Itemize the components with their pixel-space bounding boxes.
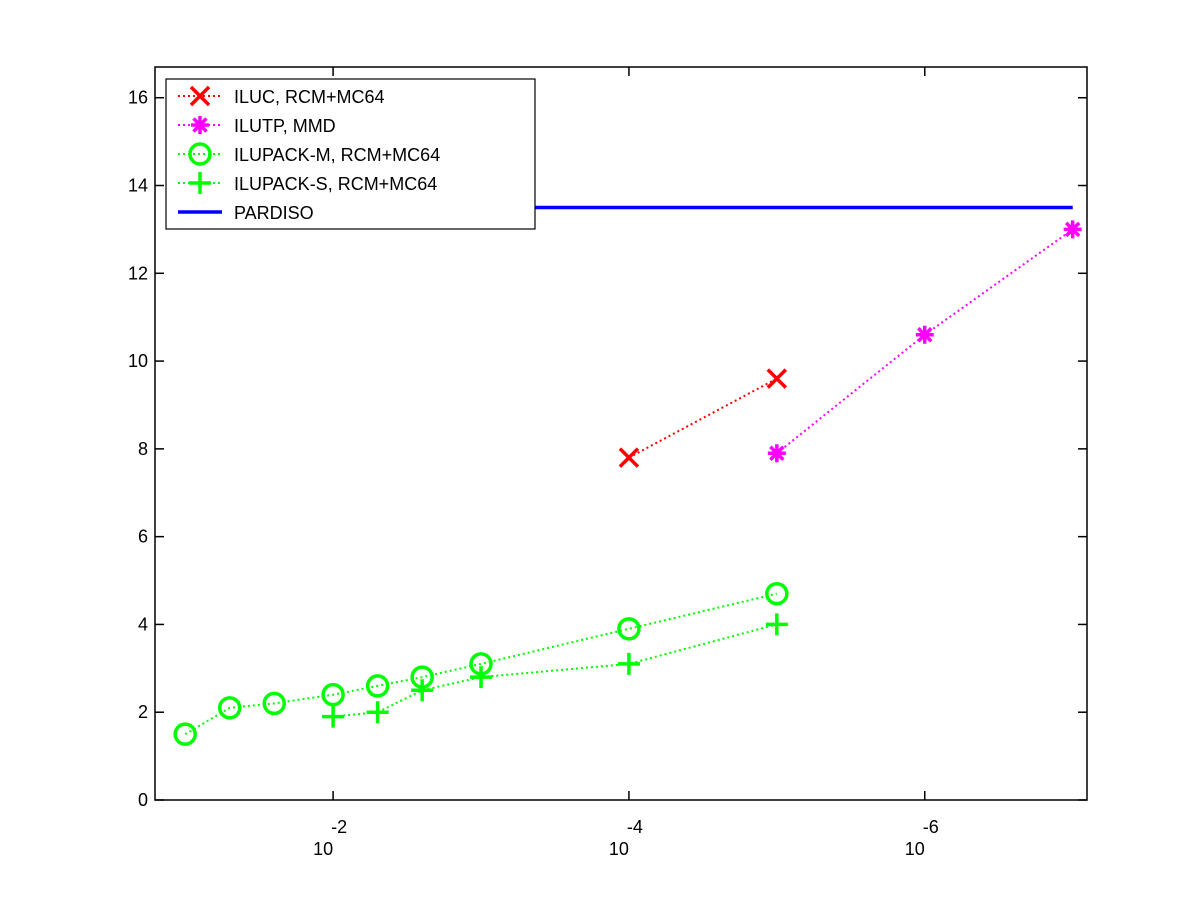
ilupack-s-marker	[322, 705, 345, 728]
legend-marker-ilupack-m	[188, 142, 212, 166]
y-tick-label: 10	[128, 351, 148, 371]
ilupack-s-series	[322, 613, 788, 728]
ilutp-series	[767, 220, 1082, 463]
legend-label-ilupack-s: ILUPACK-S, RCM+MC64	[234, 174, 437, 194]
y-tick-label: 4	[138, 614, 148, 634]
y-tick-label: 2	[138, 702, 148, 722]
y-tick-label: 12	[128, 263, 148, 283]
ilupack-m-marker	[321, 682, 345, 707]
x-tick-label-base: 10	[313, 839, 333, 859]
ilupack-m-line	[184, 592, 778, 736]
ilutp-marker	[767, 444, 786, 463]
y-tick-label: 8	[138, 439, 148, 459]
x-tick-label-base: 10	[905, 839, 925, 859]
ilupack-m-marker	[173, 722, 197, 746]
iluc-marker	[618, 447, 640, 468]
x-tick-label-exponent: -6	[923, 817, 939, 837]
y-tick-label: 14	[128, 176, 148, 196]
legend-marker-ilupack-s	[189, 172, 211, 194]
y-tick-label: 16	[128, 88, 148, 108]
ilutp-line	[776, 228, 1074, 455]
x-tick-label-exponent: -2	[331, 817, 347, 837]
ilupack-s-marker	[366, 701, 389, 724]
legend-marker-iluc	[189, 85, 211, 107]
ilupack-s-marker	[470, 666, 493, 689]
ilupack-m-marker	[765, 581, 789, 606]
x-tick-label-exponent: -4	[627, 817, 643, 837]
iluc-marker	[766, 368, 788, 389]
ilutp-marker	[1063, 220, 1082, 239]
x-tick-label-base: 10	[609, 839, 629, 859]
iluc-series	[618, 368, 788, 468]
y-tick-label: 6	[138, 527, 148, 547]
ilupack-s-marker	[617, 652, 640, 675]
ilupack-m-marker	[262, 691, 286, 716]
legend-label-ilutp: ILUTP, MMD	[234, 116, 336, 136]
ilupack-m-marker	[617, 617, 641, 641]
legend-marker-ilutp	[191, 116, 209, 134]
axes-box	[154, 66, 1088, 801]
ilupack-m-marker	[365, 674, 390, 698]
ilupack-s-marker	[765, 613, 788, 636]
legend-label-iluc: ILUC, RCM+MC64	[234, 87, 385, 107]
ilupack-m-marker	[217, 696, 242, 720]
ilupack-s-marker	[411, 679, 434, 702]
legend-label-ilupack-m: ILUPACK-M, RCM+MC64	[234, 145, 440, 165]
legend: ILUC, RCM+MC64 ILUTP, MMD ILUPACK-M, RCM+M…	[165, 78, 536, 230]
ilutp-marker	[915, 325, 934, 344]
legend-box	[165, 78, 536, 230]
y-tick-label: 0	[138, 790, 148, 810]
legend-label-pardiso: PARDISO	[234, 203, 314, 223]
